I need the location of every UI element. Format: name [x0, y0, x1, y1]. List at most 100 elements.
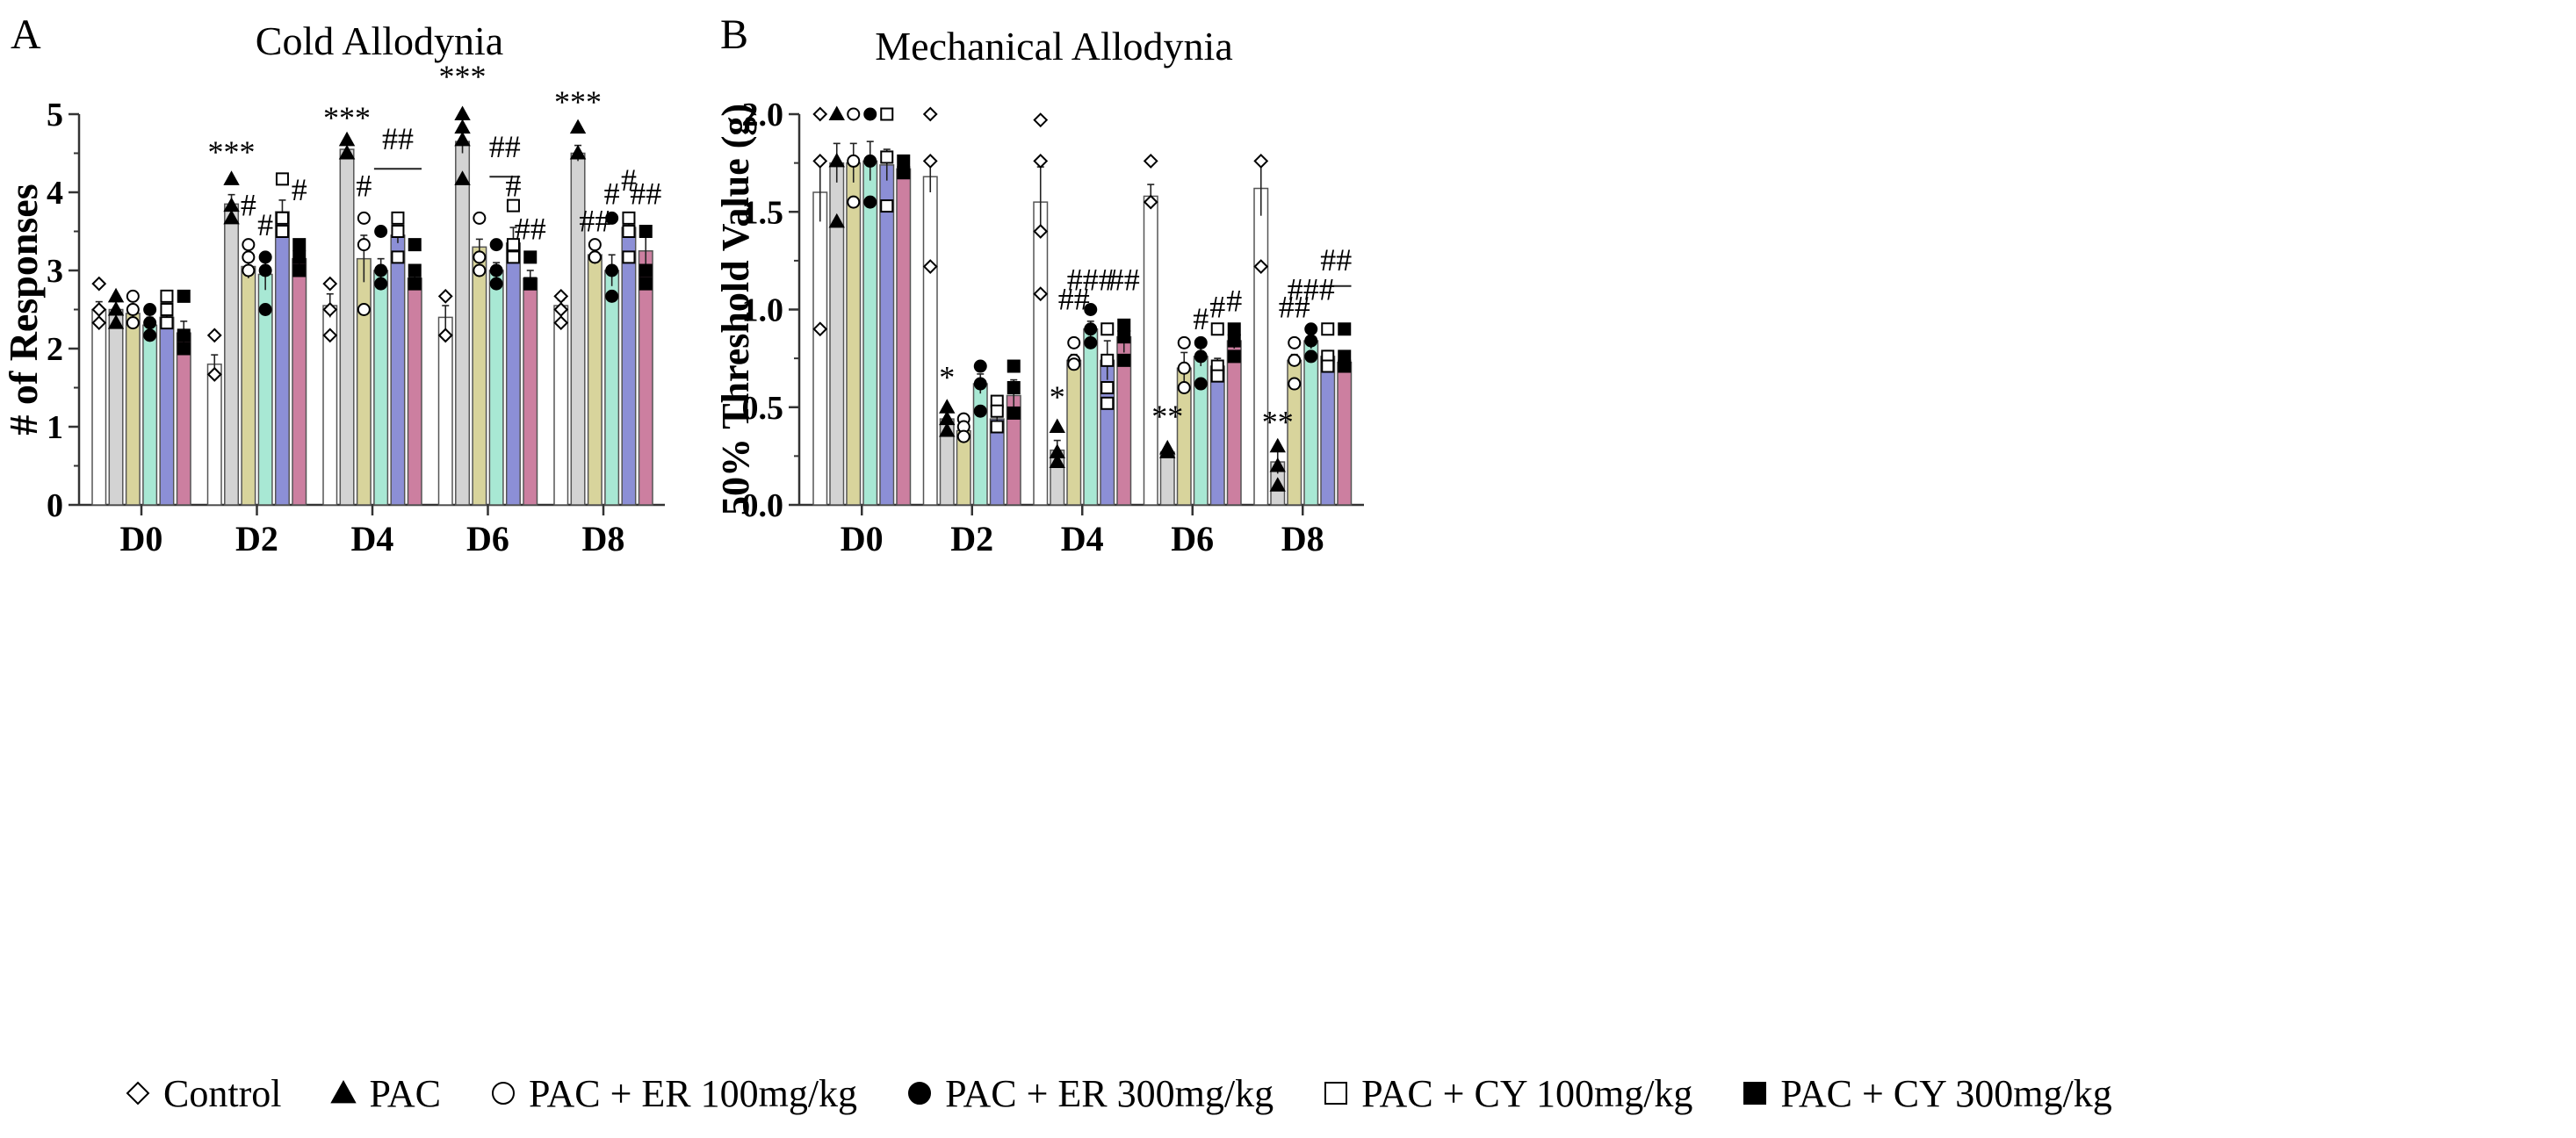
bar [1209, 365, 1225, 506]
data-point [223, 209, 240, 225]
data-point [322, 302, 338, 317]
data-point [258, 303, 272, 316]
legend-marker [1743, 1082, 1767, 1105]
bar [1143, 195, 1158, 506]
data-point [588, 238, 602, 252]
bar [922, 176, 938, 506]
significance-label: ## [489, 129, 521, 164]
significance-label: ## [630, 176, 661, 211]
data-point [847, 195, 861, 209]
data-point [553, 288, 569, 304]
x-tick-label: D6 [1171, 519, 1214, 558]
bar [553, 305, 569, 506]
data-point [1100, 353, 1115, 367]
significance-label: *** [554, 84, 602, 119]
data-point [454, 170, 471, 185]
data-point [177, 342, 191, 356]
data-point [897, 154, 911, 168]
data-point [177, 289, 191, 303]
bar [1303, 340, 1319, 506]
legend-item: Control [123, 1071, 281, 1116]
data-point [1210, 369, 1224, 383]
y-tick-label: 0 [47, 487, 63, 524]
data-point [357, 238, 371, 252]
data-point [408, 238, 422, 252]
data-point [812, 321, 828, 337]
data-point [922, 106, 938, 122]
y-tick-label: 3 [47, 253, 63, 290]
significance-label: ## [382, 121, 414, 156]
data-point [973, 377, 987, 391]
data-point [408, 263, 422, 277]
bar [1159, 451, 1175, 506]
data-point [828, 212, 845, 228]
data-point [1321, 322, 1335, 336]
data-point [1269, 477, 1286, 492]
data-point [605, 211, 619, 225]
x-tick-label: D0 [841, 519, 884, 558]
bar [587, 254, 603, 506]
data-point [523, 250, 538, 264]
data-point [1210, 322, 1224, 336]
data-point [391, 211, 405, 225]
data-point [223, 170, 240, 185]
legend-label: Control [163, 1071, 282, 1115]
data-point [1033, 112, 1049, 128]
data-point [1177, 381, 1191, 394]
bar [1253, 187, 1269, 506]
data-point [489, 277, 503, 291]
data-point [605, 263, 619, 277]
data-point [639, 225, 653, 238]
bar [488, 270, 504, 506]
data-point [292, 263, 307, 277]
data-point [1253, 153, 1269, 169]
bar [896, 168, 912, 506]
y-tick-label: 4 [47, 175, 63, 212]
data-point [1269, 437, 1286, 453]
data-point [1033, 153, 1049, 169]
x-tick-label: D2 [950, 519, 993, 558]
bar [523, 277, 538, 506]
data-point [622, 225, 636, 238]
bar [1226, 340, 1242, 506]
significance-label: ### [1288, 271, 1335, 306]
data-point [1117, 353, 1131, 367]
y-tick-label: 5 [47, 97, 63, 133]
data-point [569, 119, 587, 134]
data-point [1227, 349, 1241, 364]
data-point [922, 153, 938, 169]
significance-label: # [1226, 284, 1242, 319]
data-point [1143, 153, 1158, 169]
significance-label: ## [1108, 262, 1140, 297]
legend-label: PAC + CY 100mg/kg [1361, 1071, 1693, 1115]
data-point [1117, 330, 1131, 344]
bar [972, 383, 988, 506]
significance-label: ## [1320, 242, 1352, 277]
significance-label: # [257, 207, 273, 242]
data-point [143, 316, 157, 330]
data-point [322, 328, 338, 343]
bar [339, 148, 355, 506]
legend-label: PAC + CY 300mg/kg [1780, 1071, 2112, 1115]
data-point [107, 314, 125, 329]
data-point [1288, 353, 1302, 367]
y-tick-label: 1.0 [742, 292, 784, 329]
data-point [357, 211, 371, 225]
data-point [1177, 361, 1191, 375]
data-point [939, 421, 956, 437]
y-tick-label: 1.5 [742, 194, 784, 231]
data-point [374, 225, 388, 238]
significance-label: # [505, 168, 521, 203]
data-point [437, 288, 453, 304]
data-point [206, 366, 222, 382]
bar [455, 140, 471, 506]
data-point [206, 328, 222, 343]
legend-label: PAC + ER 300mg/kg [945, 1071, 1274, 1115]
data-point [489, 263, 503, 277]
data-point [1049, 418, 1065, 433]
legend-item: PAC + ER 100mg/kg [488, 1071, 857, 1116]
bar [241, 265, 256, 506]
bar [176, 332, 191, 506]
data-point [847, 154, 861, 168]
significance-label: ## [515, 211, 546, 246]
